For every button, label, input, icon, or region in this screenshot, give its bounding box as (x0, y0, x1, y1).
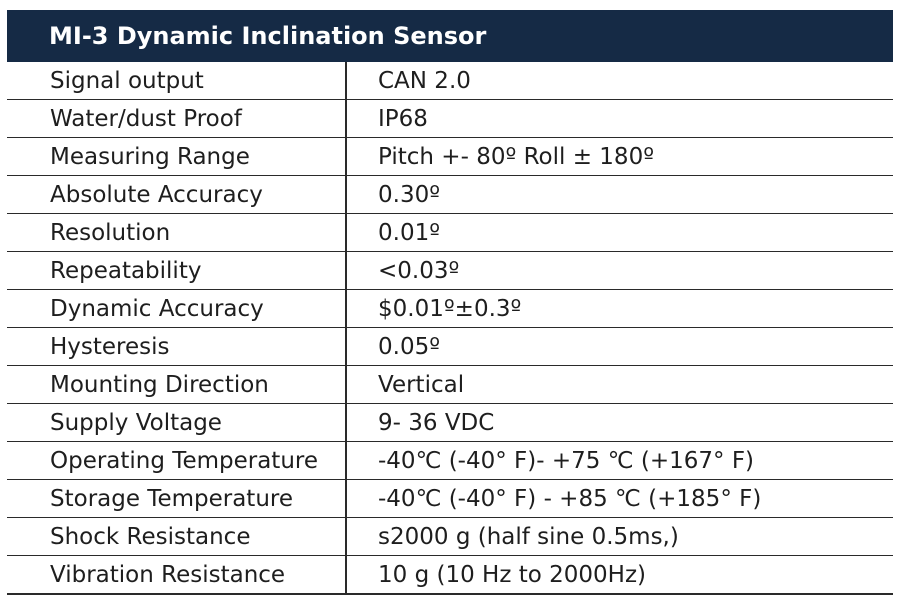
table-row: Shock Resistance s2000 g (half sine 0.5m… (7, 517, 894, 556)
spec-label: Signal output (7, 62, 347, 100)
spec-table: MI-3 Dynamic Inclination Sensor Signal o… (7, 10, 894, 595)
table-row: Measuring Range Pitch +- 80º Roll ± 180º (7, 137, 894, 176)
table-header-row: MI-3 Dynamic Inclination Sensor (7, 10, 894, 62)
table-row: Vibration Resistance 10 g (10 Hz to 2000… (7, 555, 894, 595)
spec-label: Operating Temperature (7, 441, 347, 480)
table-row: Resolution 0.01º (7, 213, 894, 252)
spec-value: Pitch +- 80º Roll ± 180º (346, 137, 894, 176)
spec-label: Hysteresis (7, 327, 347, 366)
spec-label: Mounting Direction (7, 365, 347, 404)
spec-value: s2000 g (half sine 0.5ms,) (346, 517, 894, 556)
spec-value: $0.01º±0.3º (346, 289, 894, 328)
spec-value: -40℃ (-40° F) - +85 ℃ (+185° F) (346, 479, 894, 518)
spec-value: 0.05º (346, 327, 894, 366)
spec-value: Vertical (346, 365, 894, 404)
spec-label: Shock Resistance (7, 517, 347, 556)
spec-label: Measuring Range (7, 137, 347, 176)
spec-label: Resolution (7, 213, 347, 252)
spec-value: <0.03º (346, 251, 894, 290)
table-row: Dynamic Accuracy $0.01º±0.3º (7, 289, 894, 328)
spec-value: 0.30º (346, 175, 894, 214)
table-row: Hysteresis 0.05º (7, 327, 894, 366)
spec-value: 0.01º (346, 213, 894, 252)
spec-value: 9- 36 VDC (346, 403, 894, 442)
spec-value: CAN 2.0 (346, 62, 894, 100)
spec-value: 10 g (10 Hz to 2000Hz) (346, 555, 894, 595)
spec-label: Absolute Accuracy (7, 175, 347, 214)
spec-label: Supply Voltage (7, 403, 347, 442)
table-row: Water/dust Proof IP68 (7, 99, 894, 138)
table-row: Signal output CAN 2.0 (7, 62, 894, 100)
table-row: Mounting Direction Vertical (7, 365, 894, 404)
spec-label: Repeatability (7, 251, 347, 290)
spec-label: Vibration Resistance (7, 555, 347, 595)
table-title: MI-3 Dynamic Inclination Sensor (7, 10, 894, 62)
table-row: Storage Temperature -40℃ (-40° F) - +85 … (7, 479, 894, 518)
spec-label: Storage Temperature (7, 479, 347, 518)
spec-value: -40℃ (-40° F)- +75 ℃ (+167° F) (346, 441, 894, 480)
table-row: Repeatability <0.03º (7, 251, 894, 290)
table-row: Supply Voltage 9- 36 VDC (7, 403, 894, 442)
spec-label: Dynamic Accuracy (7, 289, 347, 328)
spec-value: IP68 (346, 99, 894, 138)
table-row: Operating Temperature -40℃ (-40° F)- +75… (7, 441, 894, 480)
table-row: Absolute Accuracy 0.30º (7, 175, 894, 214)
spec-label: Water/dust Proof (7, 99, 347, 138)
